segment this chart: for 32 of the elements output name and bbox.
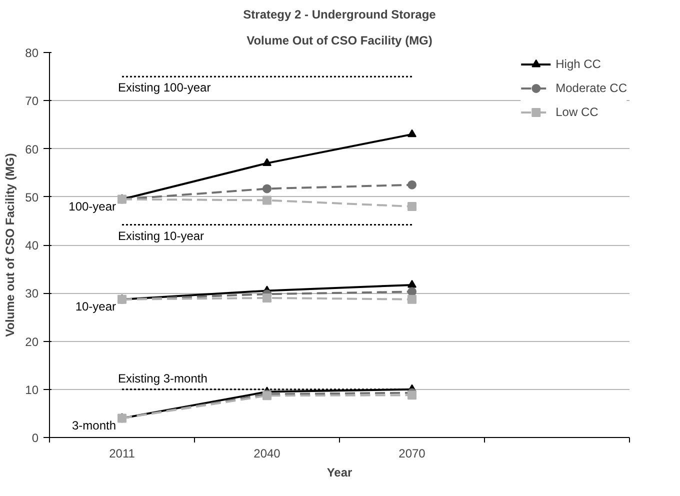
legend-label: High CC [556,57,601,71]
y-tick-label: 60 [25,142,39,156]
y-tick-label: 30 [25,286,39,301]
x-axis-title: Year [326,466,353,480]
x-tick-label: 2040 [254,446,281,460]
legend-label: Low CC [556,105,598,119]
y-axis-title: Volume out of CSO Facility (MG) [3,153,18,337]
chart-subtitle: Volume Out of CSO Facility (MG) [246,34,432,48]
point [262,196,272,205]
annotation: 100-year [68,199,116,214]
legend-label: Moderate CC [556,81,627,95]
annotation: 10-year [75,299,116,314]
point [262,293,272,302]
y-tick-label: 40 [25,238,39,252]
point [262,184,272,194]
point [408,202,416,211]
point [408,180,416,190]
point [408,390,416,400]
ref-line-label: Existing 10-year [118,228,204,243]
annotation: 3-month [72,418,116,432]
y-tick-label: 80 [25,46,39,60]
y-tick-label: 70 [25,94,39,108]
y-tick-label: 50 [25,190,39,204]
chart-title: Strategy 2 - Underground Storage [243,8,436,22]
x-tick-label: 2070 [398,446,426,460]
ref-line-label: Existing 100-year [118,80,211,95]
y-tick-label: 10 [25,382,39,397]
ref-line-label: Existing 3-month [118,371,208,386]
x-tick-label: 2011 [109,446,136,460]
y-tick-label: 20 [25,334,39,349]
point [408,294,416,304]
y-tick-label: 0 [32,431,39,445]
